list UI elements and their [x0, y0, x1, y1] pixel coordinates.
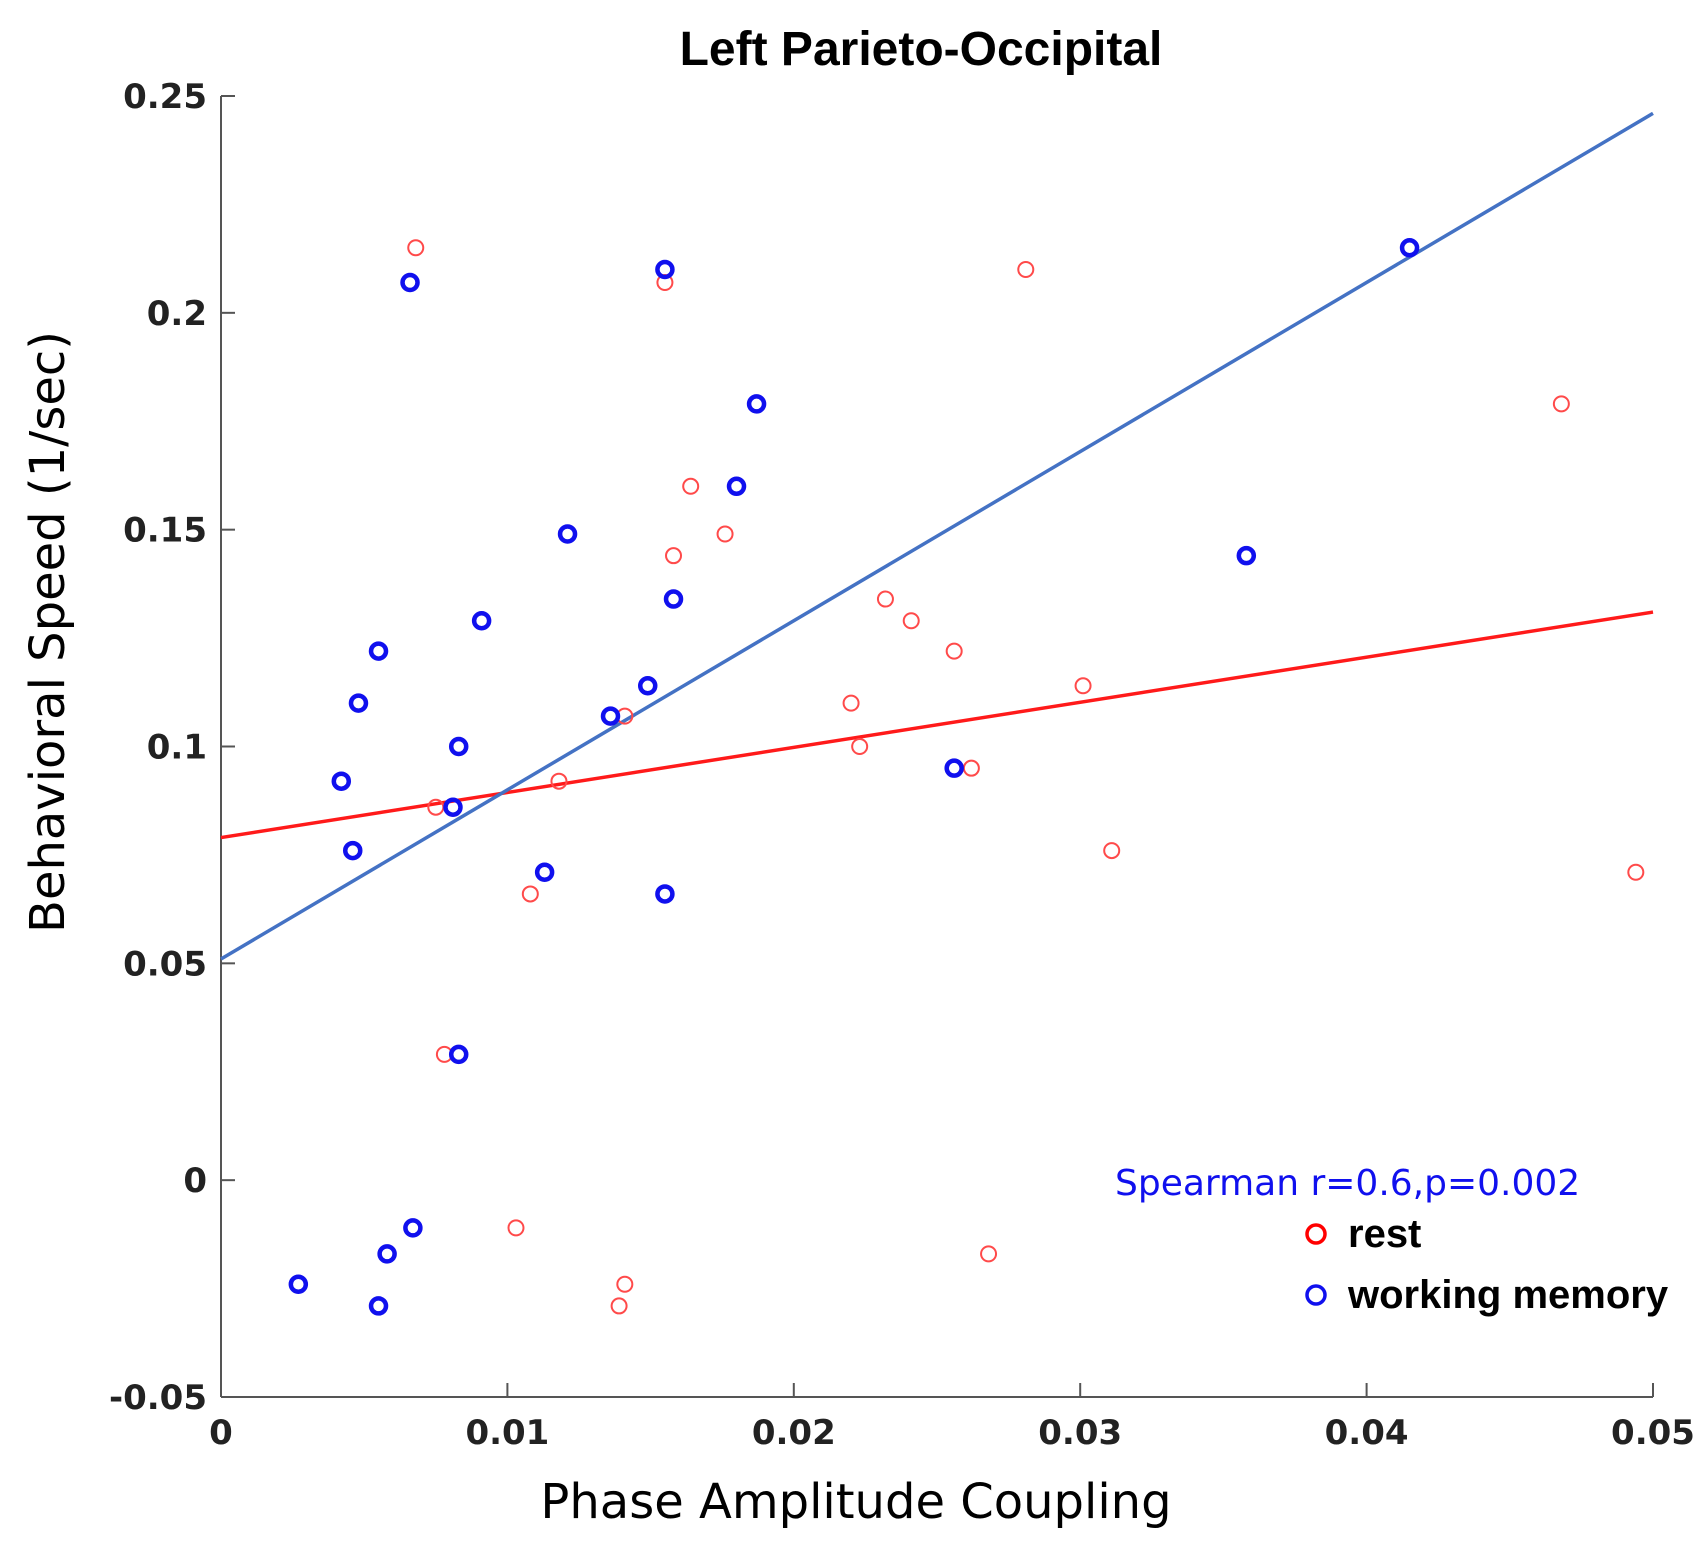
y-tick-label: 0.15	[123, 511, 207, 551]
rest-point	[962, 759, 980, 777]
rest-point	[1552, 395, 1570, 413]
rest-point	[902, 612, 920, 630]
working-memory-point	[443, 797, 463, 817]
y-tick-label: 0	[183, 1161, 207, 1201]
spearman-annotation: Spearman r=0.6,p=0.002	[1115, 1163, 1580, 1204]
working-memory-point	[403, 1218, 423, 1238]
working-memory-point	[663, 589, 684, 609]
rest-point	[610, 1297, 628, 1315]
rest-point	[842, 694, 860, 712]
working-memory-point	[655, 884, 675, 904]
rest-point	[876, 590, 894, 608]
rest-point	[521, 885, 539, 903]
rest-point	[980, 1245, 998, 1263]
y-tick-label: -0.05	[109, 1378, 207, 1418]
rest-point	[616, 1275, 634, 1293]
working-memory-point	[944, 758, 964, 778]
x-tick-label: 0	[209, 1413, 233, 1453]
legend-marker-working-memory	[1305, 1284, 1327, 1306]
y-tick-label: 0.2	[147, 294, 207, 334]
rest-point	[665, 547, 683, 565]
working-memory-point	[655, 259, 675, 280]
x-tick-label: 0.05	[1611, 1413, 1695, 1453]
y-tick-label: 0.05	[123, 944, 207, 984]
y-axis-label: Behavioral Speed (1/sec)	[20, 331, 76, 933]
rest-point	[407, 239, 425, 257]
legend-label-rest: rest	[1348, 1212, 1421, 1256]
x-tick-label: 0.01	[465, 1413, 549, 1453]
rest-point	[550, 772, 568, 790]
working-memory-point	[448, 1044, 469, 1065]
axes	[220, 95, 1654, 1398]
y-tick-label: 0.1	[147, 728, 207, 768]
rest-point	[682, 477, 700, 495]
x-tick-label: 0.04	[1325, 1413, 1409, 1453]
x-tick-label: 0.03	[1038, 1413, 1122, 1453]
rest-point	[507, 1219, 525, 1237]
rest-point	[851, 738, 869, 755]
legend: rest working memory	[1305, 1212, 1669, 1317]
rest-fit-line	[220, 610, 1654, 840]
y-tick-label: 0.25	[123, 77, 207, 117]
working-memory-point	[471, 610, 492, 631]
legend-marker-rest	[1305, 1223, 1327, 1245]
legend-label-working-memory: working memory	[1347, 1273, 1669, 1317]
working-memory-fit-line	[220, 111, 1654, 961]
rest-point	[1627, 863, 1645, 881]
working-memory-point	[637, 676, 658, 696]
working-memory-point	[342, 840, 363, 861]
working-memory-point	[746, 394, 767, 414]
working-memory-point	[368, 641, 389, 661]
data-points	[288, 238, 1645, 1316]
rest-point	[427, 798, 445, 816]
working-memory-point	[534, 862, 555, 883]
working-memory-point	[726, 476, 747, 497]
working-memory-point	[1236, 545, 1257, 566]
x-axis-label: Phase Amplitude Coupling	[540, 1474, 1171, 1530]
working-memory-point	[348, 693, 369, 713]
fit-lines	[220, 111, 1654, 961]
working-memory-point	[600, 706, 621, 726]
rest-point	[1017, 260, 1035, 278]
working-memory-point	[368, 1296, 389, 1316]
rest-point	[1074, 677, 1092, 695]
chart-title: Left Parieto-Occipital	[680, 23, 1163, 76]
rest-point	[716, 525, 734, 543]
working-memory-point	[377, 1244, 397, 1264]
working-memory-point	[1399, 238, 1420, 258]
working-memory-point	[400, 272, 420, 293]
working-memory-point	[448, 736, 469, 757]
working-memory-point	[331, 771, 352, 791]
x-tick-label: 0.02	[752, 1413, 836, 1453]
tick-labels: 0 0.01 0.02 0.03 0.04 0.05-0.0500.050.10.150.…	[109, 77, 1695, 1453]
working-memory-point	[288, 1274, 309, 1294]
rest-point	[945, 642, 963, 660]
rest-point	[1103, 842, 1121, 860]
working-memory-point	[557, 524, 578, 544]
